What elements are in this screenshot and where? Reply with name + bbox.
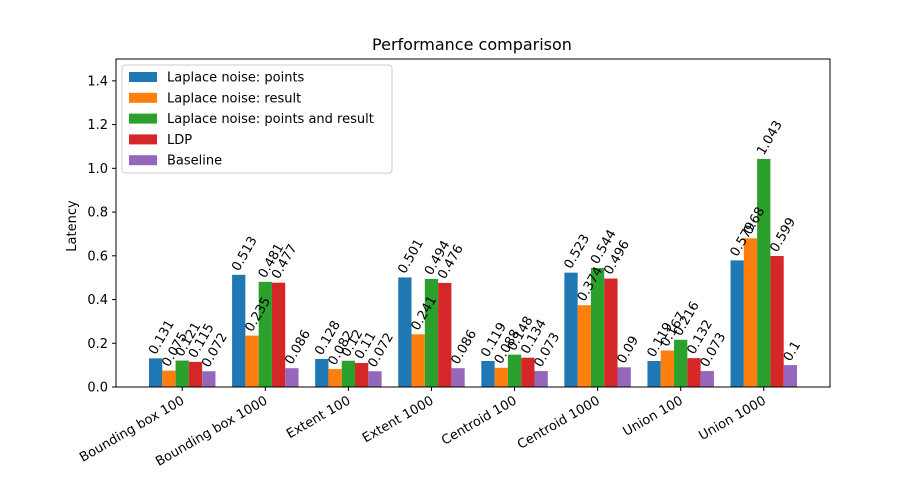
y-tick-label: 0.2	[87, 337, 108, 352]
y-tick-label: 0.8	[87, 206, 108, 221]
legend-label: Laplace noise: points and result	[167, 112, 374, 127]
y-tick-label: 0.4	[87, 293, 108, 308]
bar	[743, 238, 758, 387]
legend-swatch	[129, 134, 157, 145]
bar	[398, 277, 412, 387]
bar	[451, 368, 465, 387]
bar	[564, 272, 578, 387]
bar	[149, 358, 163, 387]
bar-data-label: 0.513	[229, 234, 261, 274]
x-tick-label: Extent 100	[284, 393, 353, 442]
legend-label: Laplace noise: result	[167, 91, 301, 106]
legend-items: Laplace noise: points Laplace noise: resu…	[129, 71, 374, 169]
bar-data-label: 0.09	[615, 334, 642, 367]
bar	[770, 256, 784, 387]
legend-label: Laplace noise: points	[167, 71, 305, 86]
bar-data-label: 0.086	[282, 327, 314, 367]
chart-title: Performance comparison	[372, 35, 572, 54]
bar	[232, 274, 246, 387]
legend: Laplace noise: points Laplace noise: resu…	[121, 64, 393, 174]
y-tick-label: 1.0	[87, 162, 108, 177]
x-tick-label: Centroid 1000	[515, 393, 603, 452]
bars-layer	[149, 158, 797, 387]
bar	[341, 360, 356, 387]
y-axis: 0.0 0.2 0.4 0.6 0.8 1.0 1.2 1.4	[87, 74, 116, 396]
legend-swatch	[129, 113, 157, 124]
y-tick-label: 1.2	[87, 118, 108, 133]
bar	[285, 368, 299, 387]
y-tick-label: 0.0	[87, 381, 108, 396]
legend-swatch	[129, 72, 157, 82]
x-tick-label: Union 100	[621, 393, 686, 439]
bar-data-label: 1.043	[754, 118, 786, 158]
bar	[783, 365, 797, 387]
y-tick-label: 0.6	[87, 249, 108, 264]
bar-data-label: 0.086	[449, 327, 481, 367]
bar	[521, 357, 535, 387]
bar-data-label: 0.1	[781, 339, 804, 364]
bar	[494, 367, 508, 387]
bar	[368, 371, 382, 387]
bar	[245, 335, 259, 387]
bar	[507, 354, 522, 387]
bar	[175, 360, 189, 387]
y-tick-label: 1.4	[87, 74, 108, 89]
x-tick-label: Union 1000	[697, 393, 769, 443]
bar	[687, 358, 701, 387]
legend-frame	[121, 64, 393, 174]
bar	[534, 371, 548, 387]
x-tick-label: Extent 1000	[360, 393, 436, 446]
bar	[188, 361, 203, 387]
bar-data-label: 0.599	[768, 215, 800, 255]
bar	[660, 350, 675, 387]
bar	[271, 282, 286, 387]
bar	[202, 371, 216, 387]
x-tick-label: Centroid 100	[439, 393, 519, 448]
bar	[411, 334, 425, 387]
bar	[328, 369, 342, 387]
legend-swatch	[129, 92, 157, 103]
bar	[730, 260, 744, 387]
bar	[424, 278, 439, 387]
bar	[258, 281, 272, 387]
bar	[700, 371, 714, 387]
bar	[674, 339, 688, 387]
legend-label: Baseline	[167, 154, 222, 169]
bar	[438, 282, 452, 387]
bar	[577, 305, 591, 387]
plot-frame	[115, 58, 831, 388]
bar	[162, 370, 176, 387]
bar-data-label: 0.523	[562, 232, 594, 272]
bar	[604, 278, 618, 387]
bar	[617, 367, 631, 387]
bar	[355, 362, 369, 387]
legend-swatch	[129, 155, 157, 166]
y-axis-label: Latency	[65, 200, 80, 252]
legend-label: LDP	[167, 133, 192, 148]
bar	[590, 268, 605, 387]
bar	[481, 360, 495, 387]
bar	[647, 360, 661, 387]
bar	[757, 158, 771, 387]
bar	[315, 359, 329, 387]
